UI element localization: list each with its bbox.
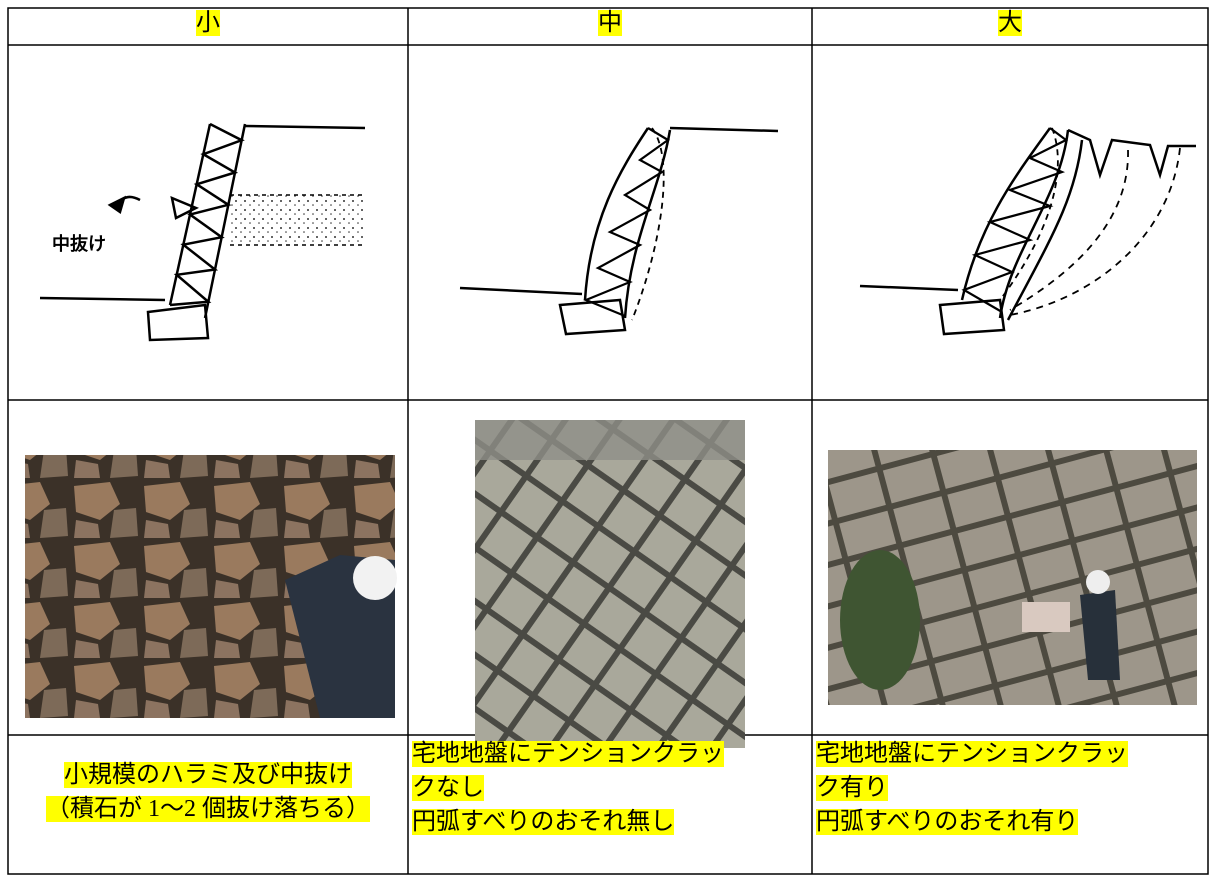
header-text: 小 [196, 10, 220, 36]
photo-sky [475, 420, 745, 460]
description-line: 円弧すべりのおそれ無し [412, 805, 812, 839]
photo-helmet [353, 556, 397, 600]
description-line: 宅地地盤にテンションクラッ [412, 737, 812, 771]
description-cell: 宅地地盤にテンションクラッ ク有り円弧すべりのおそれ有り [816, 737, 1208, 839]
description-text: 宅地地盤にテンションクラッ [412, 741, 724, 767]
description-text: （積石が 1～2 個抜け落ちる） [46, 796, 370, 822]
diagram-small [39, 122, 366, 342]
header-cell: 中 [408, 6, 812, 40]
header-text: 中 [598, 10, 622, 36]
description-text: ク有り [816, 775, 888, 801]
description-line: 小規模のハラミ及び中抜け [8, 758, 408, 792]
description-line: 宅地地盤にテンションクラッ [816, 737, 1208, 771]
photo-medium [475, 420, 745, 748]
header-text: 大 [998, 10, 1022, 36]
diagram-label: 中抜け [52, 234, 106, 255]
photo-board [1022, 602, 1070, 632]
header-cell: 大 [812, 6, 1208, 40]
photo-person [1080, 590, 1120, 680]
description-text: 円弧すべりのおそれ有り [816, 809, 1079, 835]
description-text: 宅地地盤にテンションクラッ [816, 741, 1128, 767]
description-text: 小規模のハラミ及び中抜け [64, 762, 352, 788]
description-line: 円弧すべりのおそれ有り [816, 805, 1208, 839]
diagram-medium [459, 126, 779, 336]
photos [25, 420, 1197, 748]
stone-zigzag [583, 127, 671, 318]
description-line: クなし [412, 771, 812, 805]
description-line: ク有り [816, 771, 1208, 805]
header-cell: 小 [8, 6, 408, 40]
stone-zigzag [961, 127, 1069, 313]
diagram-large [859, 127, 1196, 336]
photo-helmet [1086, 570, 1110, 594]
photo-tree [840, 550, 920, 690]
description-cell: 宅地地盤にテンションクラッ クなし円弧すべりのおそれ無し [412, 737, 812, 839]
description-cell: 小規模のハラミ及び中抜け （積石が 1～2 個抜け落ちる） [8, 758, 408, 826]
description-line: （積石が 1～2 個抜け落ちる） [8, 792, 408, 826]
description-text: 円弧すべりのおそれ無し [412, 809, 675, 835]
table-borders [7, 7, 1209, 875]
description-text: クなし [412, 775, 484, 801]
